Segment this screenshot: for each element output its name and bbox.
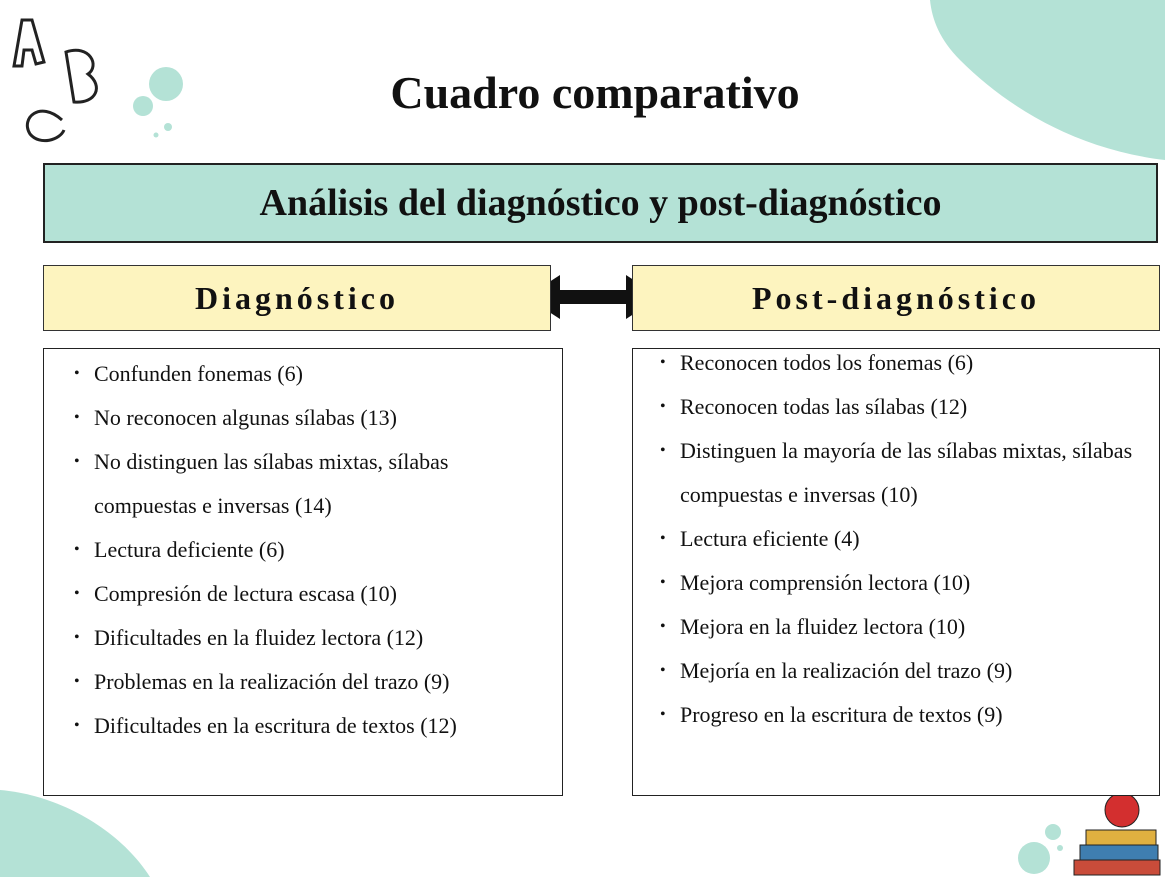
- list-item: Reconocen todos los fonemas (6): [660, 341, 1160, 385]
- item-list: Confunden fonemas (6)No reconocen alguna…: [44, 352, 554, 748]
- list-item: Mejora comprensión lectora (10): [660, 561, 1160, 605]
- title: Cuadro comparativo: [390, 67, 800, 118]
- list-item: Problemas en la realización del trazo (9…: [74, 660, 554, 704]
- column-heading: Diagnóstico: [43, 265, 551, 331]
- item-list: Reconocen todos los fonemas (6)Reconocen…: [633, 341, 1160, 737]
- list-item: Distinguen la mayoría de las sílabas mix…: [660, 429, 1160, 517]
- list-item: Compresión de lectura escasa (10): [74, 572, 554, 616]
- list-box: Reconocen todos los fonemas (6)Reconocen…: [632, 341, 1160, 796]
- list-item: Confunden fonemas (6): [74, 352, 554, 396]
- column-heading: Post-diagnóstico: [632, 265, 1160, 331]
- list-item: Mejora en la fluidez lectora (10): [660, 605, 1160, 649]
- list-item: No reconocen algunas sílabas (13): [74, 396, 554, 440]
- list-box: Confunden fonemas (6)No reconocen alguna…: [43, 348, 563, 796]
- list-item: Lectura eficiente (4): [660, 517, 1160, 561]
- list-item: Reconocen todas las sílabas (12): [660, 385, 1160, 429]
- list-item: Dificultades en la escritura de textos (…: [74, 704, 554, 748]
- list-item: Dificultades en la fluidez lectora (12): [74, 616, 554, 660]
- list-item: Mejoría en la realización del trazo (9): [660, 649, 1160, 693]
- subtitle: Análisis del diagnóstico y post-diagnóst…: [43, 163, 1158, 243]
- list-item: Lectura deficiente (6): [74, 528, 554, 572]
- list-item: Progreso en la escritura de textos (9): [660, 693, 1160, 737]
- list-item: No distinguen las sílabas mixtas, sílaba…: [74, 440, 554, 528]
